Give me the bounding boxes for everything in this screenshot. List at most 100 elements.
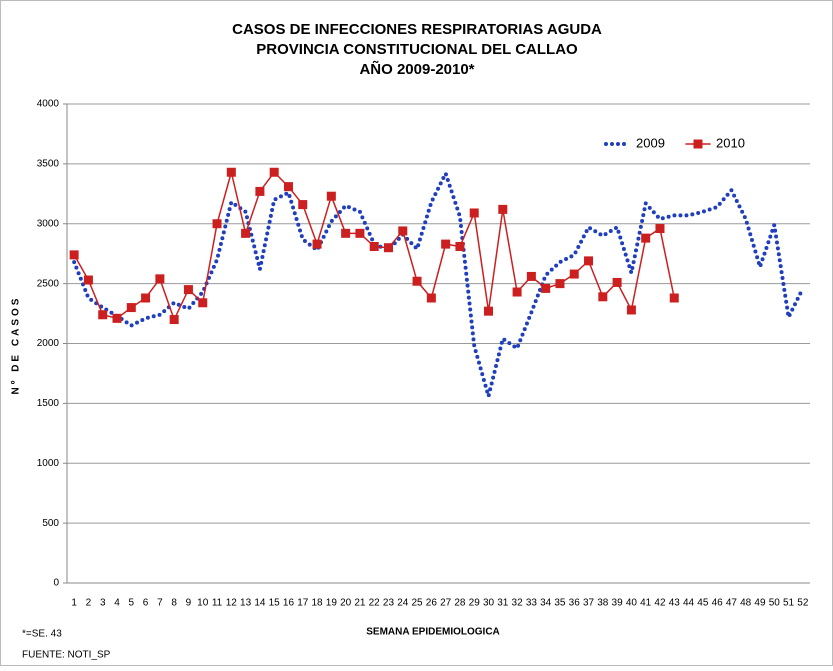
marker xyxy=(112,313,122,323)
legend-swatch xyxy=(693,139,703,149)
x-tick-label: 7 xyxy=(157,598,163,609)
marker xyxy=(326,191,336,201)
marker xyxy=(126,303,136,313)
x-tick-label: 22 xyxy=(369,598,381,609)
x-tick-label: 36 xyxy=(569,598,581,609)
marker xyxy=(612,277,622,287)
x-tick-label: 14 xyxy=(254,598,266,609)
marker xyxy=(498,204,508,214)
marker xyxy=(626,305,636,315)
marker xyxy=(398,226,408,236)
marker xyxy=(355,228,365,238)
y-axis-label: Nº DE CASOS xyxy=(11,296,22,395)
series-line xyxy=(72,168,805,404)
footnote: FUENTE: NOTI_SP xyxy=(22,650,111,661)
y-tick-label: 3000 xyxy=(37,218,60,229)
marker xyxy=(183,285,193,295)
marker xyxy=(584,256,594,266)
x-axis-label: SEMANA EPIDEMIOLOGICA xyxy=(366,627,500,638)
marker xyxy=(283,182,293,192)
x-tick-label: 13 xyxy=(240,598,252,609)
x-tick-label: 15 xyxy=(269,598,281,609)
marker xyxy=(555,279,565,289)
marker xyxy=(669,293,679,303)
x-tick-label: 34 xyxy=(540,598,552,609)
x-tick-label: 9 xyxy=(186,598,192,609)
x-tick-label: 30 xyxy=(483,598,495,609)
marker xyxy=(83,275,93,285)
x-tick-label: 20 xyxy=(340,598,352,609)
marker xyxy=(569,269,579,279)
x-tick-label: 29 xyxy=(469,598,481,609)
x-tick-label: 26 xyxy=(426,598,438,609)
x-tick-label: 41 xyxy=(640,598,652,609)
chart-title: AÑO 2009-2010* xyxy=(359,60,474,78)
x-tick-label: 18 xyxy=(311,598,323,609)
marker xyxy=(255,186,265,196)
marker xyxy=(541,283,551,293)
x-tick-label: 47 xyxy=(726,598,738,609)
x-tick-label: 49 xyxy=(754,598,766,609)
y-tick-label: 500 xyxy=(42,518,59,529)
x-tick-label: 8 xyxy=(171,598,177,609)
marker xyxy=(98,310,108,320)
marker xyxy=(155,274,165,284)
marker xyxy=(426,293,436,303)
marker xyxy=(441,239,451,249)
marker xyxy=(655,224,665,234)
chart-title: CASOS DE INFECCIONES RESPIRATORIAS AGUDA xyxy=(232,21,602,38)
x-tick-label: 43 xyxy=(669,598,681,609)
x-tick-label: 51 xyxy=(783,598,795,609)
x-tick-label: 38 xyxy=(597,598,609,609)
marker xyxy=(598,292,608,302)
x-tick-label: 52 xyxy=(797,598,809,609)
x-tick-label: 12 xyxy=(226,598,238,609)
marker xyxy=(69,250,79,260)
x-tick-label: 4 xyxy=(114,598,120,609)
x-tick-label: 21 xyxy=(354,598,366,609)
x-tick-label: 11 xyxy=(212,598,223,609)
x-tick-label: 24 xyxy=(397,598,409,609)
x-tick-label: 39 xyxy=(612,598,624,609)
marker xyxy=(269,167,279,177)
x-tick-label: 17 xyxy=(297,598,309,609)
x-tick-label: 16 xyxy=(283,598,295,609)
marker xyxy=(484,306,494,316)
x-tick-label: 5 xyxy=(129,598,135,609)
x-tick-label: 35 xyxy=(554,598,566,609)
marker xyxy=(226,167,236,177)
x-tick-label: 3 xyxy=(100,598,106,609)
marker xyxy=(198,298,208,308)
marker xyxy=(469,208,479,218)
y-tick-label: 2500 xyxy=(37,278,60,289)
x-tick-label: 27 xyxy=(440,598,452,609)
x-tick-label: 40 xyxy=(626,598,638,609)
y-tick-label: 0 xyxy=(53,578,59,589)
marker xyxy=(241,228,251,238)
marker xyxy=(169,315,179,325)
x-tick-label: 10 xyxy=(197,598,209,609)
x-tick-label: 2 xyxy=(86,598,92,609)
marker xyxy=(412,276,422,286)
marker xyxy=(141,293,151,303)
x-tick-label: 1 xyxy=(71,598,77,609)
x-tick-label: 48 xyxy=(740,598,752,609)
chart-title: PROVINCIA CONSTITUCIONAL DEL CALLAO xyxy=(256,41,578,58)
y-tick-label: 1000 xyxy=(37,458,60,469)
x-tick-label: 42 xyxy=(654,598,666,609)
x-tick-label: 28 xyxy=(454,598,466,609)
x-tick-label: 33 xyxy=(526,598,538,609)
marker xyxy=(455,242,465,252)
x-tick-label: 45 xyxy=(697,598,709,609)
marker xyxy=(512,287,522,297)
y-tick-label: 4000 xyxy=(37,99,60,110)
x-tick-label: 23 xyxy=(383,598,395,609)
x-tick-label: 19 xyxy=(326,598,338,609)
x-tick-label: 6 xyxy=(143,598,149,609)
marker xyxy=(212,219,222,229)
y-tick-label: 2000 xyxy=(37,338,60,349)
x-tick-label: 46 xyxy=(712,598,724,609)
x-tick-label: 44 xyxy=(683,598,695,609)
